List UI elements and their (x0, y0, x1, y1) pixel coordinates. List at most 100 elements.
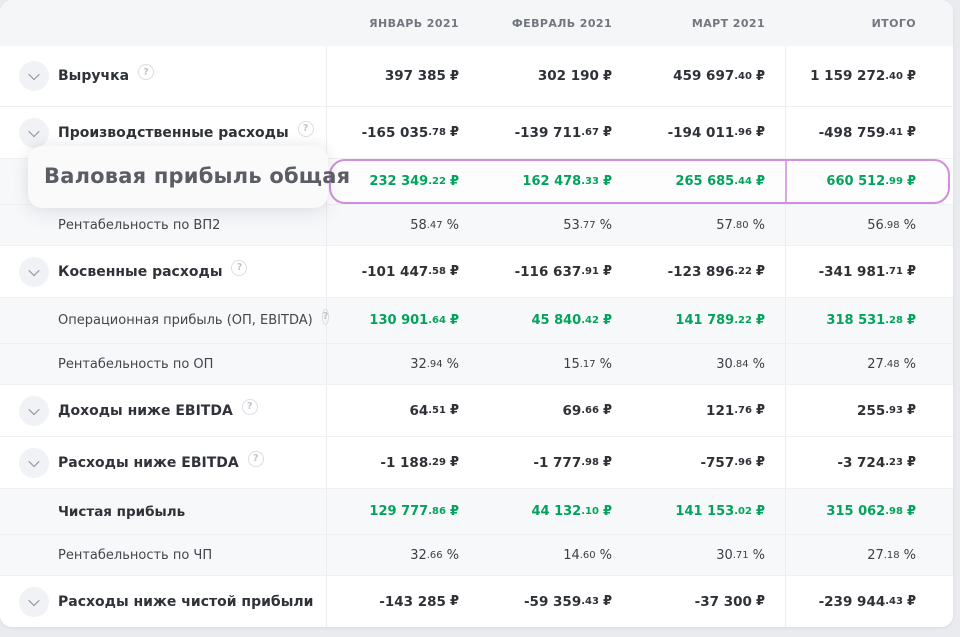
value-unit: ₽ (755, 455, 765, 470)
value-decimal: .17 (579, 358, 596, 370)
value-unit: ₽ (906, 264, 916, 279)
help-icon[interactable]: ? (138, 64, 155, 80)
value-decimal: .96 (734, 457, 752, 468)
value-integer: 32 (410, 356, 427, 372)
value-integer: 318 531 (826, 313, 886, 328)
month-value-cell: 141 789.22 ₽ (632, 298, 785, 343)
value-decimal: .42 (581, 315, 599, 326)
value-integer: 14 (563, 547, 580, 563)
value-decimal: .86 (428, 506, 446, 517)
month-value-cell: 130 901.64 ₽ (326, 298, 479, 343)
value-integer: 30 (716, 356, 733, 372)
value-integer: 27 (867, 547, 884, 563)
value-decimal: .22 (734, 315, 752, 326)
value-integer: -757 (700, 454, 735, 471)
value-integer: -1 188 (380, 454, 429, 471)
value-decimal: .28 (885, 315, 903, 326)
value-integer: -194 011 (667, 124, 735, 141)
chevron-down-icon[interactable] (19, 447, 49, 478)
value-decimal: .51 (428, 405, 446, 416)
value-integer: 265 685 (675, 174, 735, 189)
row-label-cell: Рентабельность по ОП (0, 344, 326, 384)
table-row: Выручка? 397 385 ₽302 190 ₽459 697.40 ₽1 159… (0, 46, 953, 106)
value-unit: % (752, 547, 765, 563)
value-unit: % (599, 217, 612, 233)
value-unit: ₽ (449, 403, 459, 418)
value-decimal: .91 (581, 266, 599, 277)
value-unit: ₽ (602, 594, 612, 609)
value-integer: 30 (716, 547, 733, 563)
row-label-cell: Производственные расходы? (0, 107, 326, 158)
column-header-january: ЯНВАРЬ 2021 (369, 16, 459, 30)
total-value-cell: -3 724.23 ₽ (785, 437, 953, 488)
value-decimal: .80 (732, 219, 749, 231)
total-value-cell: 56.98% (785, 205, 953, 245)
value-integer: 459 697 (673, 68, 735, 84)
value-integer: 56 (867, 217, 884, 233)
value-decimal: .48 (883, 358, 900, 370)
help-icon[interactable]: ? (297, 120, 314, 137)
month-value-cell: 44 132.10 ₽ (479, 489, 632, 534)
month-value-cell: -165 035.78 ₽ (326, 107, 479, 158)
value-integer: 255 (857, 402, 886, 419)
chevron-down-icon[interactable] (19, 117, 49, 148)
month-value-cell: -101 447.58 ₽ (326, 246, 479, 297)
help-icon[interactable]: ? (231, 259, 248, 276)
month-value-cell: 45 840.42 ₽ (479, 298, 632, 343)
row-label-cell: Рентабельность по ВП2 (0, 205, 326, 245)
help-icon[interactable]: ? (241, 398, 258, 415)
value-unit: ₽ (449, 455, 459, 470)
value-unit: ₽ (755, 68, 765, 84)
month-value-cell: 14.60% (479, 535, 632, 575)
value-unit: ₽ (449, 313, 459, 328)
value-unit: ₽ (602, 68, 612, 84)
value-integer: 53 (563, 217, 580, 233)
value-unit: ₽ (602, 313, 612, 328)
month-value-cell: 459 697.40 ₽ (632, 46, 785, 106)
month-value-cell: 265 685.44 ₽ (632, 159, 785, 204)
table-row: Расходы ниже EBITDA? -1 188.29 ₽ -1 777.98 ₽… (0, 436, 953, 488)
pnl-report-card: ЯНВАРЬ 2021 ФЕВРАЛЬ 2021 МАРТ 2021 ИТОГО… (0, 0, 953, 627)
row-label: Расходы ниже EBITDA (58, 454, 239, 471)
month-value-cell: 32.94% (326, 344, 479, 384)
value-integer: 58 (410, 217, 427, 233)
value-decimal: .43 (885, 596, 903, 607)
help-icon[interactable]: ? (321, 308, 330, 325)
chevron-down-icon[interactable] (19, 586, 49, 617)
month-value-cell: -194 011.96 ₽ (632, 107, 785, 158)
total-value-cell: 27.48% (785, 344, 953, 384)
value-integer: 69 (562, 402, 582, 419)
value-unit: ₽ (449, 504, 459, 519)
value-integer: -37 300 (694, 593, 752, 610)
value-unit: ₽ (906, 455, 916, 470)
total-value-cell: 660 512.99 ₽ (785, 159, 953, 204)
value-unit: ₽ (602, 125, 612, 140)
chevron-down-icon[interactable] (19, 256, 49, 287)
value-integer: -143 285 (379, 593, 446, 610)
value-integer: 660 512 (826, 174, 886, 189)
value-decimal: .29 (428, 457, 446, 468)
value-unit: ₽ (602, 455, 612, 470)
total-value-cell: -239 944.43 ₽ (785, 576, 953, 627)
magnified-row-label: Валовая прибыль общая (28, 146, 350, 208)
value-decimal: .47 (426, 219, 443, 231)
value-integer: -139 711 (514, 124, 582, 141)
value-unit: ₽ (449, 594, 459, 609)
row-label-cell: Расходы ниже чистой прибыли (0, 576, 326, 627)
value-unit: ₽ (755, 594, 765, 609)
value-unit: % (446, 356, 459, 372)
row-label: Производственные расходы (58, 124, 289, 141)
value-unit: ₽ (755, 504, 765, 519)
column-header-march: МАРТ 2021 (691, 16, 765, 30)
help-icon[interactable]: ? (247, 450, 264, 467)
table-row: Доходы ниже EBITDA? 64.51 ₽69.66 ₽121.76 ₽25… (0, 384, 953, 436)
row-label: Расходы ниже чистой прибыли (58, 593, 314, 610)
chevron-down-icon[interactable] (19, 395, 49, 426)
chevron-down-icon[interactable] (19, 61, 49, 91)
value-integer: -165 035 (361, 124, 429, 141)
value-decimal: .43 (581, 596, 599, 607)
value-unit: ₽ (449, 174, 459, 189)
value-integer: 27 (867, 356, 884, 372)
value-decimal: .41 (885, 127, 903, 138)
value-integer: -123 896 (667, 263, 735, 280)
